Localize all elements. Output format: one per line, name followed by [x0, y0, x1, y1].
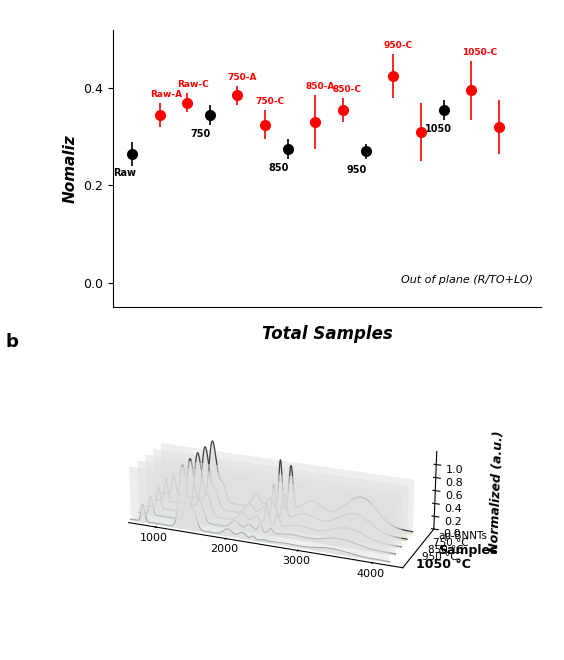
Text: 950-C: 950-C — [384, 41, 413, 50]
Text: 1050: 1050 — [425, 124, 452, 134]
Text: 850: 850 — [268, 163, 289, 173]
Text: 950: 950 — [347, 165, 367, 175]
Y-axis label: Nomaliz: Nomaliz — [63, 134, 77, 203]
Text: Raw-C: Raw-C — [177, 80, 209, 89]
Text: Raw-A: Raw-A — [150, 90, 182, 99]
Text: 850-C: 850-C — [333, 85, 362, 94]
Text: Total Samples: Total Samples — [262, 325, 393, 343]
Text: 750: 750 — [191, 129, 211, 139]
Text: 750-C: 750-C — [255, 97, 284, 106]
Text: b: b — [6, 333, 19, 351]
Text: 1050-C: 1050-C — [461, 48, 497, 57]
Text: 750-A: 750-A — [228, 73, 257, 82]
Text: Out of plane (R/TO+LO): Out of plane (R/TO+LO) — [401, 275, 533, 284]
Text: 850-A: 850-A — [306, 82, 335, 92]
Text: Raw: Raw — [113, 168, 136, 178]
